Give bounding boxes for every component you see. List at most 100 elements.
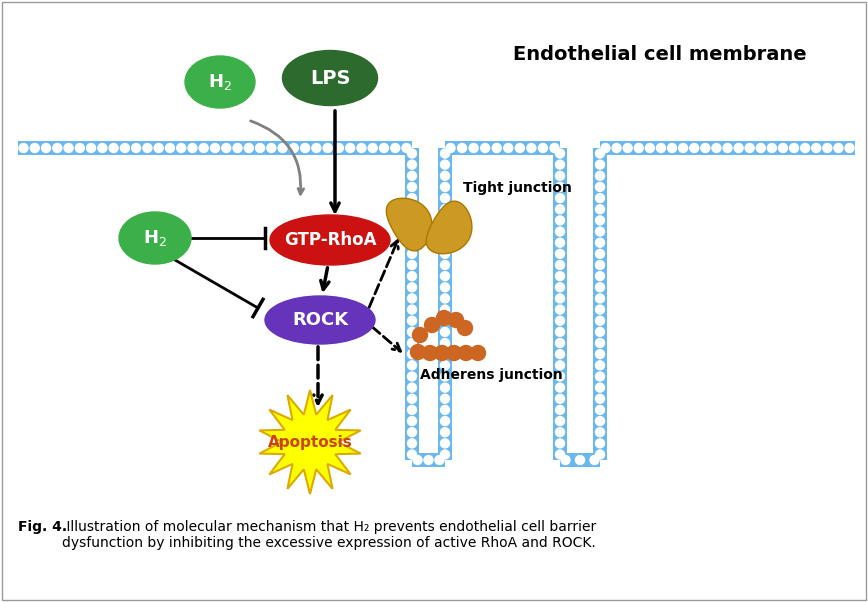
Circle shape bbox=[407, 227, 417, 236]
Circle shape bbox=[556, 405, 564, 414]
Circle shape bbox=[437, 311, 451, 326]
Circle shape bbox=[407, 249, 417, 258]
Circle shape bbox=[30, 143, 39, 152]
Circle shape bbox=[635, 143, 643, 152]
Circle shape bbox=[595, 316, 604, 325]
Circle shape bbox=[440, 283, 450, 292]
Ellipse shape bbox=[282, 51, 378, 105]
Circle shape bbox=[595, 149, 604, 158]
Circle shape bbox=[323, 143, 332, 152]
Circle shape bbox=[143, 143, 152, 152]
Circle shape bbox=[121, 143, 129, 152]
Circle shape bbox=[98, 143, 107, 152]
Circle shape bbox=[407, 439, 417, 448]
Circle shape bbox=[556, 205, 564, 214]
Circle shape bbox=[440, 327, 450, 337]
Circle shape bbox=[407, 361, 417, 370]
Circle shape bbox=[402, 143, 411, 152]
Circle shape bbox=[440, 417, 450, 426]
Ellipse shape bbox=[270, 215, 390, 265]
Circle shape bbox=[357, 143, 366, 152]
Circle shape bbox=[457, 143, 467, 152]
Circle shape bbox=[595, 172, 604, 180]
Circle shape bbox=[734, 143, 743, 152]
Circle shape bbox=[334, 143, 344, 152]
Circle shape bbox=[595, 372, 604, 381]
Circle shape bbox=[595, 383, 604, 392]
Circle shape bbox=[595, 305, 604, 314]
Text: Apoptosis: Apoptosis bbox=[267, 435, 352, 450]
Circle shape bbox=[155, 143, 163, 152]
Circle shape bbox=[595, 249, 604, 258]
Circle shape bbox=[556, 149, 564, 158]
Circle shape bbox=[300, 143, 310, 152]
Circle shape bbox=[595, 427, 604, 436]
Circle shape bbox=[556, 227, 564, 236]
Circle shape bbox=[435, 346, 450, 361]
Circle shape bbox=[440, 372, 450, 381]
Polygon shape bbox=[260, 390, 361, 494]
Circle shape bbox=[211, 143, 220, 152]
Circle shape bbox=[700, 143, 710, 152]
Circle shape bbox=[556, 383, 564, 392]
Polygon shape bbox=[386, 198, 432, 251]
Circle shape bbox=[435, 456, 444, 465]
Circle shape bbox=[87, 143, 95, 152]
Circle shape bbox=[756, 143, 766, 152]
Circle shape bbox=[595, 327, 604, 337]
Circle shape bbox=[177, 143, 186, 152]
Circle shape bbox=[440, 249, 450, 258]
Circle shape bbox=[407, 149, 417, 158]
Circle shape bbox=[345, 143, 355, 152]
Circle shape bbox=[407, 160, 417, 169]
FancyBboxPatch shape bbox=[438, 148, 452, 460]
Circle shape bbox=[503, 143, 513, 152]
Circle shape bbox=[590, 456, 599, 465]
Circle shape bbox=[440, 238, 450, 247]
Circle shape bbox=[623, 143, 632, 152]
Circle shape bbox=[470, 346, 485, 361]
Circle shape bbox=[19, 143, 28, 152]
Circle shape bbox=[424, 317, 439, 332]
Circle shape bbox=[595, 417, 604, 426]
Circle shape bbox=[556, 427, 564, 436]
Text: ROCK: ROCK bbox=[292, 311, 348, 329]
Circle shape bbox=[407, 405, 417, 414]
Circle shape bbox=[64, 143, 73, 152]
Circle shape bbox=[595, 405, 604, 414]
FancyBboxPatch shape bbox=[593, 148, 607, 460]
Circle shape bbox=[440, 361, 450, 370]
Circle shape bbox=[595, 361, 604, 370]
Circle shape bbox=[595, 160, 604, 169]
Circle shape bbox=[233, 143, 242, 152]
Circle shape bbox=[556, 338, 564, 347]
Text: Tight junction: Tight junction bbox=[463, 181, 572, 195]
Circle shape bbox=[746, 143, 754, 152]
Circle shape bbox=[440, 439, 450, 448]
Circle shape bbox=[407, 338, 417, 347]
Circle shape bbox=[834, 143, 843, 152]
Circle shape bbox=[550, 143, 559, 152]
Circle shape bbox=[481, 143, 490, 152]
Circle shape bbox=[690, 143, 699, 152]
Text: Adherens junction: Adherens junction bbox=[420, 368, 562, 382]
Circle shape bbox=[446, 346, 462, 361]
Circle shape bbox=[407, 194, 417, 203]
FancyBboxPatch shape bbox=[405, 148, 419, 460]
Circle shape bbox=[440, 194, 450, 203]
Circle shape bbox=[109, 143, 118, 152]
Text: Endothelial cell membrane: Endothelial cell membrane bbox=[513, 46, 807, 64]
Circle shape bbox=[76, 143, 84, 152]
Circle shape bbox=[556, 194, 564, 203]
Circle shape bbox=[407, 238, 417, 247]
Circle shape bbox=[469, 143, 478, 152]
Circle shape bbox=[221, 143, 231, 152]
Circle shape bbox=[449, 312, 464, 327]
Circle shape bbox=[200, 143, 208, 152]
Circle shape bbox=[538, 143, 548, 152]
Circle shape bbox=[407, 205, 417, 214]
Circle shape bbox=[595, 182, 604, 191]
Circle shape bbox=[440, 172, 450, 180]
Circle shape bbox=[595, 439, 604, 448]
Circle shape bbox=[407, 316, 417, 325]
